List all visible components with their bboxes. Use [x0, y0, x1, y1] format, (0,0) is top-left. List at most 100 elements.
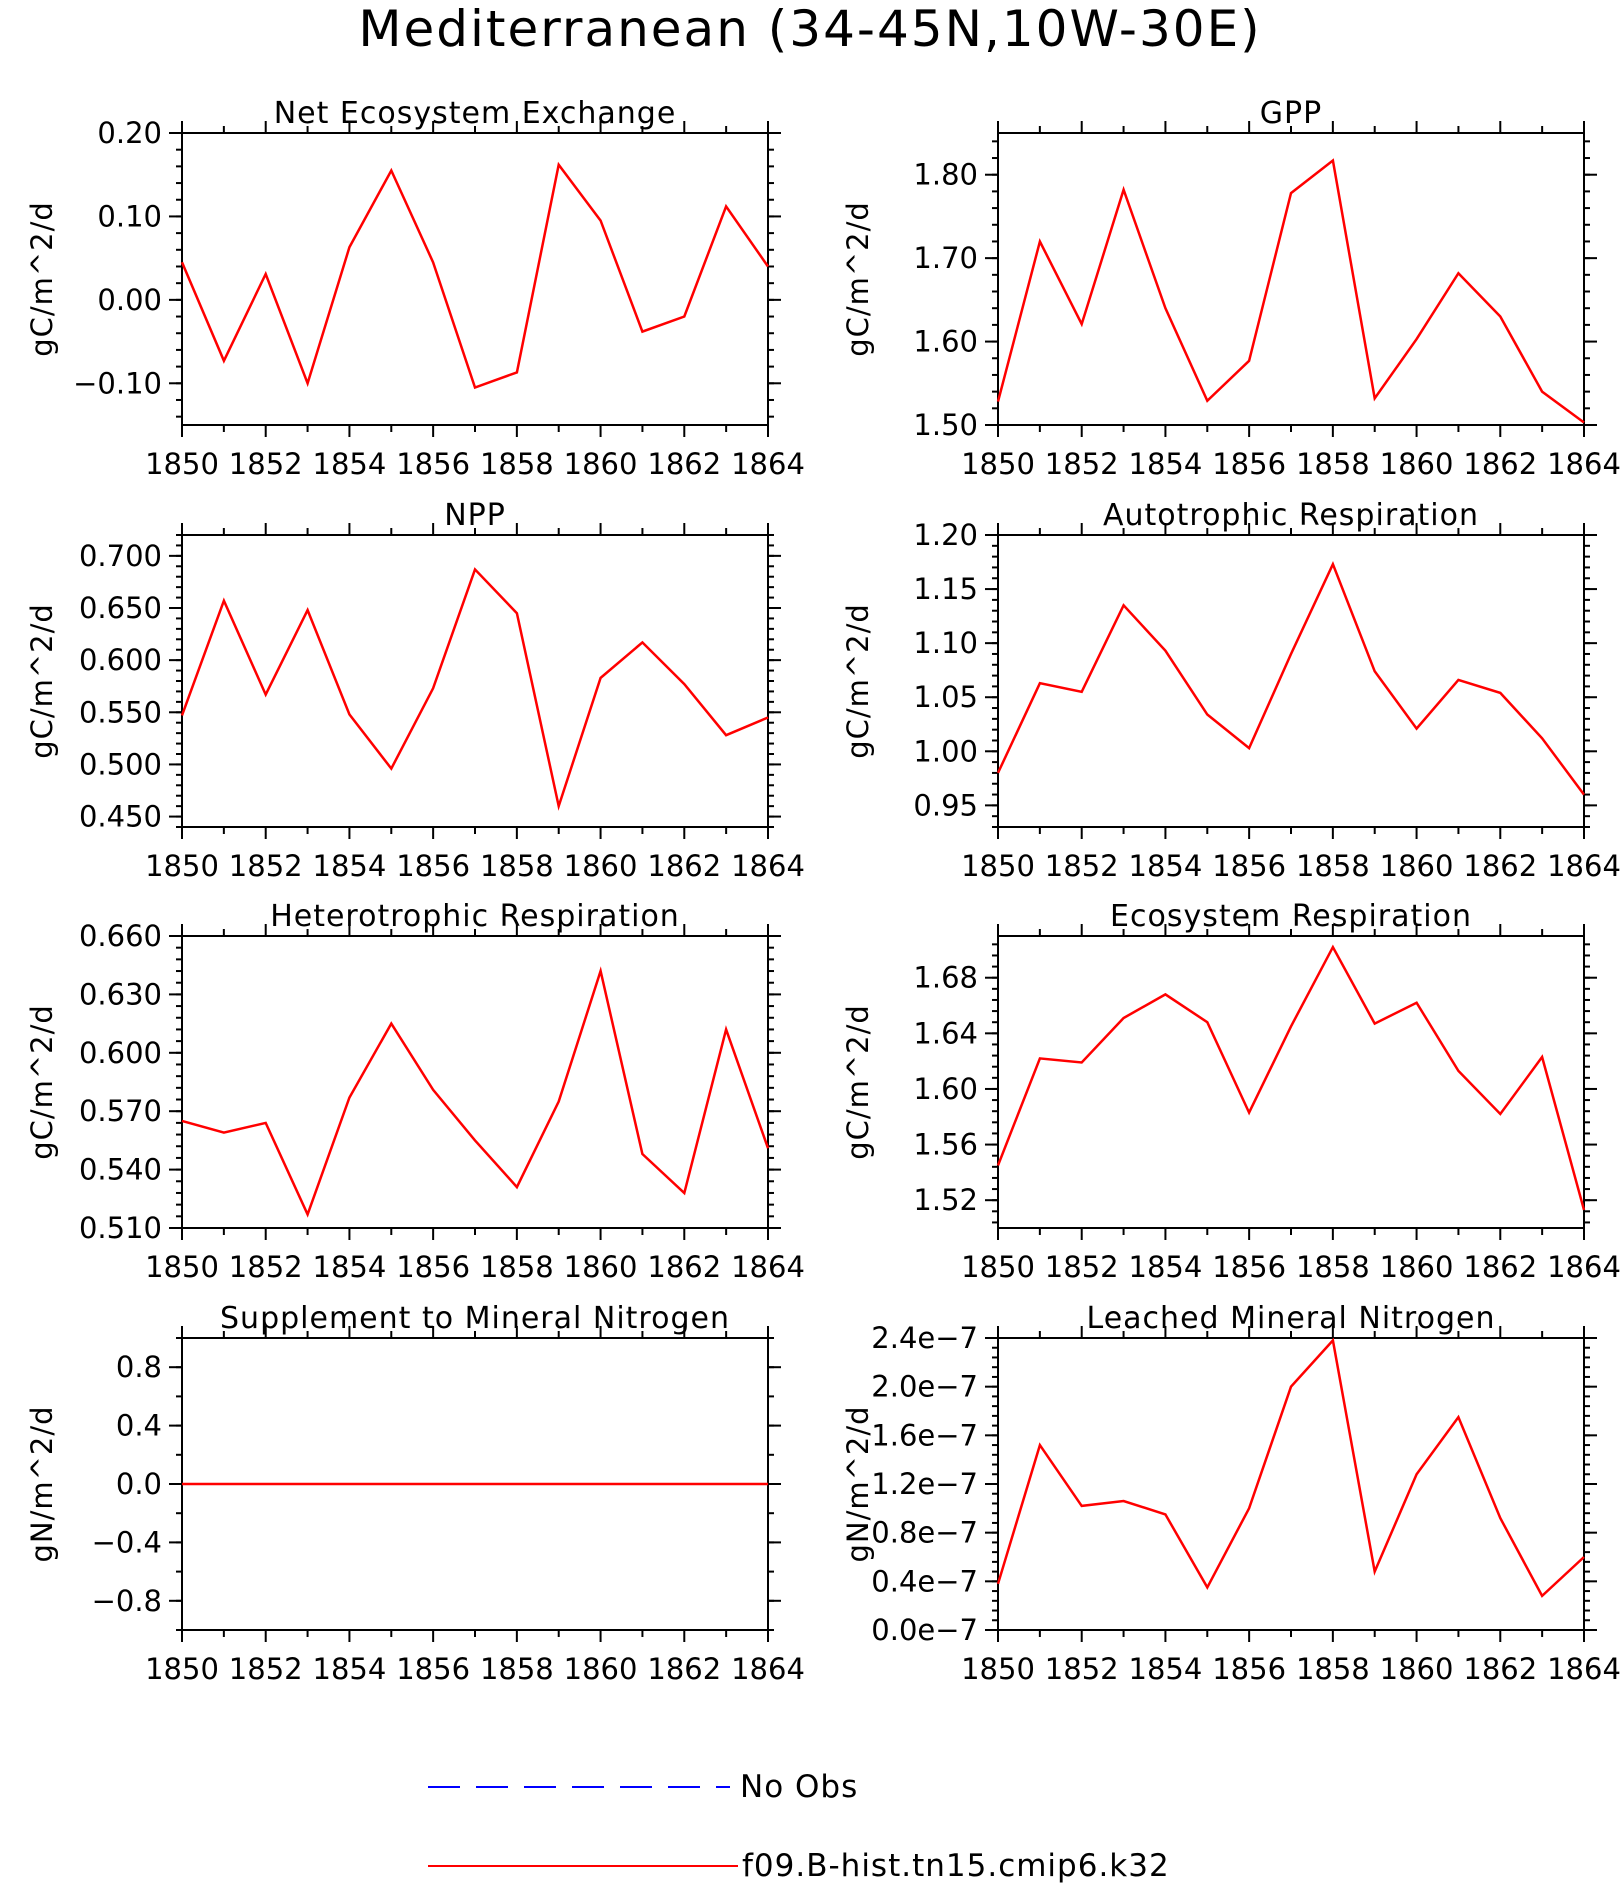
y-tick-label: 1.70	[913, 241, 978, 275]
x-tick-label: 1856	[396, 1250, 470, 1284]
x-tick-label: 1858	[1296, 849, 1370, 883]
plot-frame	[997, 1337, 1585, 1631]
x-tick-label: 1862	[647, 1652, 721, 1686]
y-axis-label: gC/m^2/d	[25, 201, 59, 357]
y-axis-label: gN/m^2/d	[25, 1405, 59, 1562]
x-tick-label: 1852	[1045, 849, 1119, 883]
x-tick-label: 1856	[396, 447, 470, 481]
y-tick-label: 1.20	[913, 518, 978, 552]
y-tick-label: 0.8	[116, 1350, 162, 1384]
panel-net-ecosystem-exchange: Net Ecosystem Exchange gC/m^2/d 1850 1852 18…	[25, 96, 805, 481]
x-tick-label: 1860	[564, 1250, 638, 1284]
y-tick-label: −0.8	[92, 1584, 162, 1618]
y-tick-label: 1.68	[913, 961, 978, 995]
y-tick-label: −0.10	[73, 366, 162, 400]
panel-heterotrophic-respiration: Heterotrophic Respiration gC/m^2/d 1850 185…	[25, 899, 805, 1284]
y-tick-label: 0.630	[79, 977, 162, 1011]
x-tick-label: 1860	[564, 1652, 638, 1686]
y-axis-label: gC/m^2/d	[25, 603, 59, 759]
x-tick-label: 1864	[731, 447, 805, 481]
x-tick-label: 1850	[961, 1652, 1035, 1686]
plot-frame	[181, 935, 769, 1229]
y-tick-label: 1.56	[913, 1128, 978, 1162]
y-tick-label: 0.650	[79, 591, 162, 625]
x-tick-label: 1858	[1296, 1652, 1370, 1686]
x-tick-label: 1854	[1129, 1652, 1203, 1686]
x-tick-label: 1856	[1212, 447, 1286, 481]
y-tick-label: 0.4e−7	[871, 1564, 978, 1598]
y-tick-label: 1.50	[913, 408, 978, 442]
panel-title: Supplement to Mineral Nitrogen	[220, 1301, 730, 1336]
x-tick-label: 1864	[1547, 849, 1620, 883]
y-tick-label: 0.700	[79, 539, 162, 573]
y-tick-label: 1.64	[913, 1016, 978, 1050]
y-tick-label: −0.4	[92, 1525, 162, 1559]
x-tick-label: 1864	[1547, 447, 1620, 481]
x-tick-label: 1850	[145, 447, 219, 481]
x-tick-label: 1850	[145, 849, 219, 883]
x-tick-label: 1860	[1380, 1652, 1454, 1686]
x-tick-label: 1864	[1547, 1652, 1620, 1686]
x-tick-label: 1854	[313, 849, 387, 883]
x-tick-label: 1858	[480, 447, 554, 481]
panel-autotrophic-respiration: Autotrophic Respiration gC/m^2/d 1850 1852 1…	[841, 498, 1620, 883]
y-tick-label: 2.0e−7	[871, 1370, 978, 1404]
y-tick-label: 1.60	[913, 1072, 978, 1106]
y-tick-label: 0.0e−7	[871, 1613, 978, 1647]
y-tick-label: 0.550	[79, 695, 162, 729]
y-tick-label: 1.60	[913, 325, 978, 359]
x-tick-label: 1864	[731, 1652, 805, 1686]
y-tick-label: 1.10	[913, 626, 978, 660]
y-tick-label: 0.570	[79, 1094, 162, 1128]
series-line	[181, 966, 770, 1218]
x-tick-label: 1852	[229, 447, 303, 481]
x-tick-label: 1858	[480, 1250, 554, 1284]
series-line	[180, 567, 769, 811]
y-tick-label: 0.10	[97, 199, 162, 233]
x-tick-label: 1852	[229, 1250, 303, 1284]
x-tick-label: 1850	[145, 1652, 219, 1686]
panel-gpp: GPP gC/m^2/d 1850 1852 1854 1856 1858 1860 1862 1…	[841, 96, 1620, 481]
y-tick-label: 0.8e−7	[871, 1516, 978, 1550]
y-axis-label: gN/m^2/d	[841, 1405, 875, 1562]
x-tick-label: 1856	[1212, 1652, 1286, 1686]
y-tick-label: 1.52	[913, 1183, 978, 1217]
legend: No Obs f09.B-hist.tn15.cmip6.k32	[428, 1769, 1170, 1884]
x-tick-label: 1856	[396, 849, 470, 883]
y-tick-label: 0.450	[79, 800, 162, 834]
x-tick-label: 1862	[647, 849, 721, 883]
x-tick-label: 1862	[1463, 1250, 1537, 1284]
y-tick-label: 0.500	[79, 747, 162, 781]
y-tick-label: 1.6e−7	[871, 1418, 978, 1452]
x-tick-label: 1860	[1380, 1250, 1454, 1284]
x-tick-label: 1864	[1547, 1250, 1620, 1284]
panel-title: NPP	[444, 498, 506, 533]
x-tick-label: 1860	[1380, 849, 1454, 883]
y-axis-label: gC/m^2/d	[25, 1004, 59, 1160]
y-tick-label: 1.15	[913, 572, 978, 606]
plot-frame	[997, 935, 1585, 1229]
x-tick-label: 1854	[313, 447, 387, 481]
x-tick-label: 1858	[1296, 1250, 1370, 1284]
x-tick-label: 1862	[647, 447, 721, 481]
x-tick-label: 1852	[1045, 1652, 1119, 1686]
y-tick-label: 0.95	[913, 788, 978, 822]
x-tick-label: 1854	[1129, 1250, 1203, 1284]
y-axis-label: gC/m^2/d	[841, 201, 875, 357]
y-tick-label: 0.510	[79, 1211, 162, 1245]
x-tick-label: 1852	[229, 849, 303, 883]
y-tick-label: 0.00	[97, 283, 162, 317]
y-tick-label: 1.80	[913, 158, 978, 192]
legend-label-model-run: f09.B-hist.tn15.cmip6.k32	[742, 1848, 1170, 1884]
x-tick-label: 1854	[313, 1652, 387, 1686]
series-line	[996, 561, 1586, 796]
x-tick-label: 1854	[1129, 447, 1203, 481]
x-tick-label: 1860	[1380, 447, 1454, 481]
x-tick-label: 1864	[731, 849, 805, 883]
y-tick-label: 0.0	[116, 1467, 162, 1501]
x-tick-label: 1850	[145, 1250, 219, 1284]
x-tick-label: 1856	[1212, 849, 1286, 883]
x-tick-label: 1854	[313, 1250, 387, 1284]
y-tick-label: 1.00	[913, 734, 978, 768]
